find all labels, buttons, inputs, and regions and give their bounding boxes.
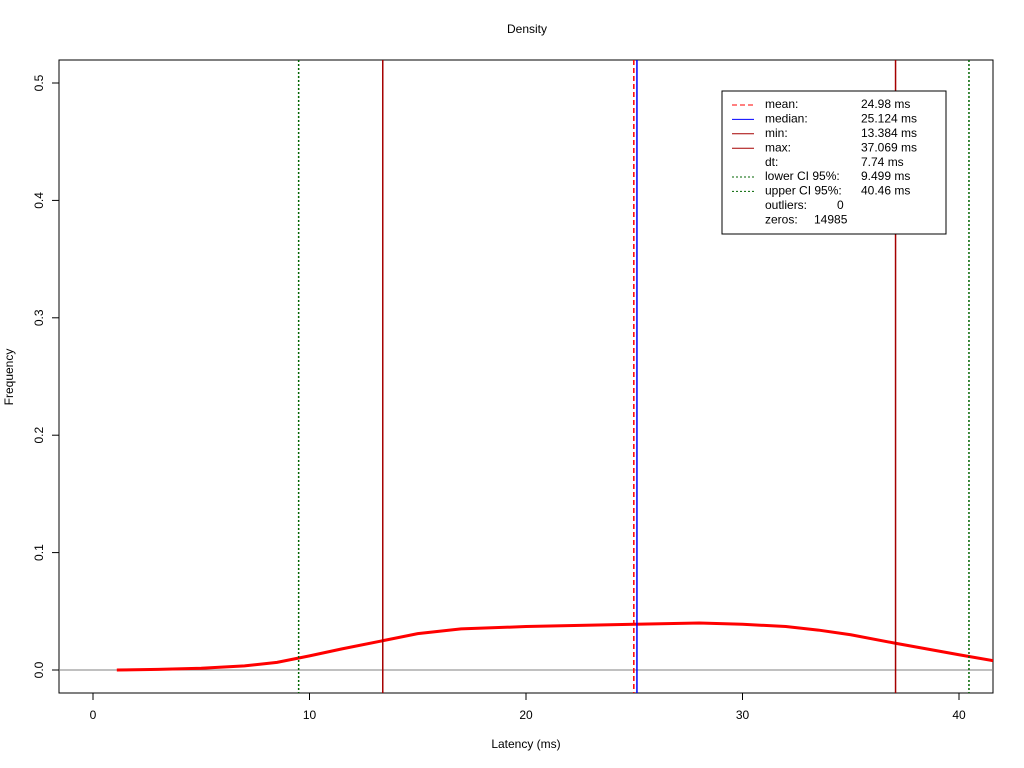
density-curve [116, 621, 993, 672]
y-axis-label: Frequency [2, 349, 16, 406]
legend-label: outliers: [765, 198, 807, 212]
legend-value: 0 [837, 198, 844, 212]
chart-title: Density [507, 22, 547, 36]
y-tick-label: 0.2 [32, 427, 46, 444]
legend-label: median: [765, 112, 808, 126]
legend-value: 37.069 ms [861, 140, 917, 154]
legend-label: max: [765, 140, 791, 154]
x-tick-label: 20 [519, 708, 533, 722]
legend-value: 14985 [814, 212, 848, 226]
x-axis-label: Latency (ms) [491, 737, 560, 751]
legend-label: upper CI 95%: [765, 184, 842, 198]
legend-value: 24.98 ms [861, 97, 910, 111]
y-tick-label: 0.4 [32, 192, 46, 209]
legend-label: lower CI 95%: [765, 169, 840, 183]
legend-box [721, 90, 947, 235]
y-tick-label: 0.3 [32, 309, 46, 326]
legend-value: 13.384 ms [861, 126, 917, 140]
y-tick-label: 0.1 [32, 544, 46, 561]
legend-value: 25.124 ms [861, 112, 917, 126]
x-tick-label: 40 [952, 708, 966, 722]
legend-label: min: [765, 126, 788, 140]
legend-label: zeros: [765, 212, 798, 226]
x-tick-label: 10 [303, 708, 317, 722]
legend-value: 40.46 ms [861, 184, 910, 198]
y-tick-label: 0.5 [32, 74, 46, 91]
legend-value: 9.499 ms [861, 169, 910, 183]
y-tick-label: 0.0 [32, 661, 46, 678]
x-tick-label: 0 [90, 708, 97, 722]
legend-value: 7.74 ms [861, 155, 904, 169]
legend-label: dt: [765, 155, 778, 169]
legend-label: mean: [765, 97, 798, 111]
x-tick-label: 30 [736, 708, 750, 722]
